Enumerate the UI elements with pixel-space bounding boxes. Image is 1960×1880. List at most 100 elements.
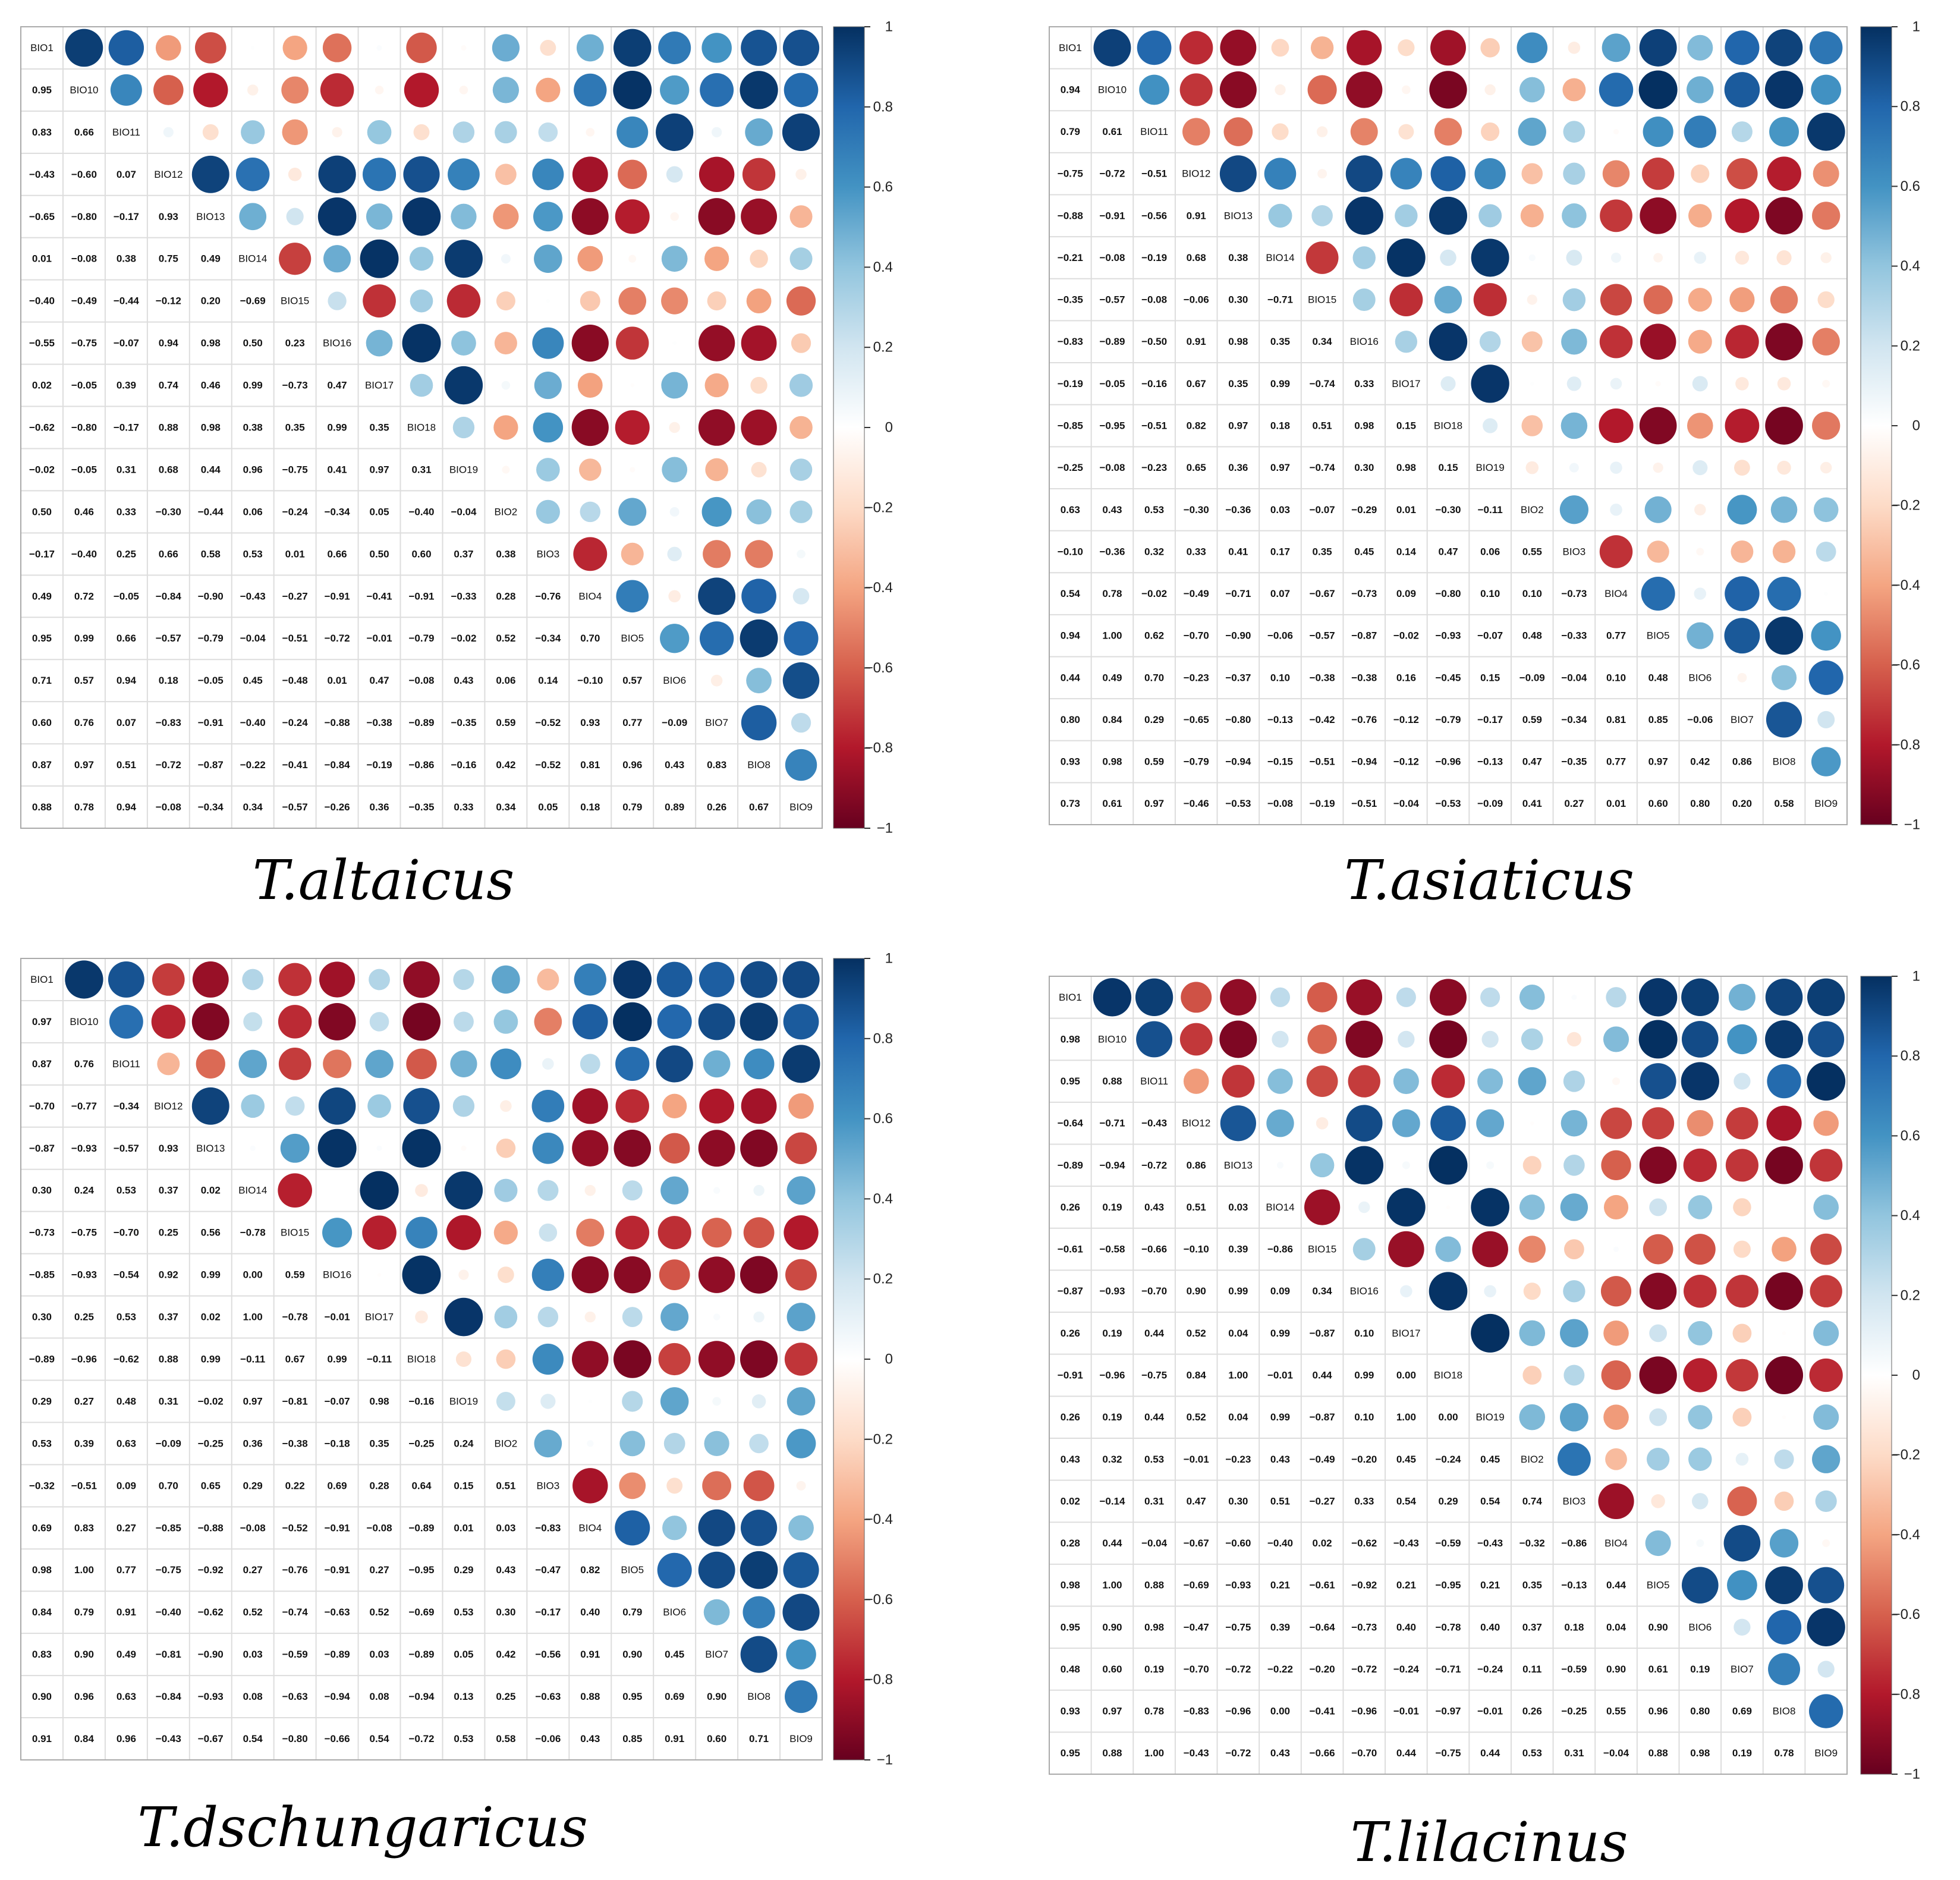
diagonal-label: BIO4 [1605,588,1628,599]
correlation-value: 0.82 [580,1564,600,1576]
correlation-value: 0.99 [328,422,347,433]
correlation-circle [1726,1107,1758,1140]
species-title: T.lilacinus [1351,1810,1628,1874]
correlation-circle [1346,979,1383,1016]
correlation-circle [461,1145,467,1151]
correlation-value: −0.51 [282,633,308,644]
correlation-circle [1402,1161,1410,1170]
correlation-value: −0.48 [282,675,308,686]
correlation-circle [1183,1068,1209,1094]
correlation-value: 0.98 [201,422,221,433]
correlation-circle [1440,376,1456,391]
correlation-circle [322,1218,353,1248]
correlation-circle [1724,72,1760,108]
correlation-value: −0.43 [1393,1538,1419,1549]
correlation-circle [1766,702,1802,738]
correlation-circle [1735,377,1749,391]
correlation-circle [243,1012,263,1032]
correlation-value: 0.11 [1522,1664,1541,1675]
correlation-circle [1822,1539,1830,1548]
diagonal-label: BIO6 [663,675,686,686]
correlation-value: −0.08 [408,675,434,686]
correlation-circle [1528,254,1536,262]
correlation-value: 0.05 [370,506,389,517]
correlation-circle [1639,407,1677,445]
correlation-value: −0.79 [198,633,224,644]
correlation-value: −0.72 [1225,1747,1251,1759]
correlation-value: −0.62 [114,1354,139,1365]
correlation-circle [1822,379,1830,388]
correlation-circle [1692,1493,1709,1510]
correlation-circle [318,1087,356,1125]
correlation-circle [192,961,229,998]
correlation-circle [1813,1110,1839,1136]
correlation-circle [1649,1198,1668,1216]
correlation-circle [450,1050,477,1077]
correlation-value: −0.24 [1477,1664,1503,1675]
correlation-circle [1768,1653,1801,1686]
correlation-value: 0.98 [201,338,221,349]
correlation-value: −0.73 [282,380,308,391]
correlation-circle [661,372,688,399]
correlation-circle [785,1132,817,1164]
correlation-circle [1472,1231,1508,1268]
correlation-value: −0.08 [1099,252,1125,263]
correlation-circle [704,246,729,271]
correlation-circle [1446,1205,1451,1209]
correlation-circle [1810,1233,1842,1265]
correlation-value: −0.19 [1310,798,1335,809]
correlation-value: 0.98 [1061,1033,1080,1045]
correlation-circle [1776,250,1792,266]
correlation-circle [1639,29,1677,67]
correlation-circle [1765,1272,1803,1310]
correlation-circle [1610,252,1622,263]
correlation-circle [453,1011,474,1032]
correlation-value: −0.04 [451,506,477,517]
correlation-circle [1392,1109,1420,1137]
correlation-circle [533,202,563,232]
diagonal-label: BIO11 [112,127,140,138]
colorbar-tick-label: 0 [1912,1367,1920,1384]
correlation-value: 0.33 [1354,378,1374,389]
correlation-value: 0.33 [454,801,473,813]
correlation-value: −0.63 [325,1607,350,1618]
correlation-value: 0.54 [1396,1495,1417,1507]
correlation-value: 0.08 [243,1691,263,1702]
correlation-circle [1387,1188,1426,1227]
colorbar-tick-label: −0.4 [1892,1527,1920,1543]
correlation-circle [1561,1109,1588,1137]
correlation-value: −0.43 [1141,1118,1167,1129]
correlation-value: 0.94 [117,801,137,813]
correlation-value: −0.89 [408,1522,434,1533]
colorbar-tick-label: −0.8 [865,740,893,756]
correlation-circle [622,1307,643,1328]
correlation-value: 0.19 [1102,1202,1122,1213]
correlation-circle [574,73,607,107]
correlation-value: 0.39 [74,1438,94,1449]
diagonal-label: BIO6 [1688,1621,1712,1633]
correlation-circle [1219,71,1257,108]
correlation-circle [1440,249,1456,266]
correlation-circle [657,1216,691,1250]
correlation-circle [615,1215,650,1250]
correlation-value: 0.84 [32,1607,52,1618]
correlation-value: −0.75 [156,1564,181,1576]
correlation-circle [786,1387,816,1416]
correlation-circle [1179,1023,1213,1056]
colorbar-tick-label: 0 [1912,418,1920,434]
correlation-circle [413,124,430,140]
correlation-circle [788,1093,814,1119]
correlation-value: −0.13 [1561,1580,1587,1591]
correlation-value: 0.52 [243,1607,263,1618]
correlation-circle [1521,163,1543,185]
colorbar-tick-label: 0.6 [1901,1128,1920,1144]
correlation-value: 0.53 [32,1438,52,1449]
correlation-circle [784,73,819,108]
correlation-value: −0.09 [1519,672,1545,683]
correlation-value: −0.23 [1225,1454,1251,1465]
correlation-circle [579,458,602,481]
correlation-circle [376,45,382,51]
correlation-value: 0.03 [370,1649,389,1660]
diagonal-label: BIO15 [1308,294,1336,306]
correlation-circle [1519,1320,1546,1347]
